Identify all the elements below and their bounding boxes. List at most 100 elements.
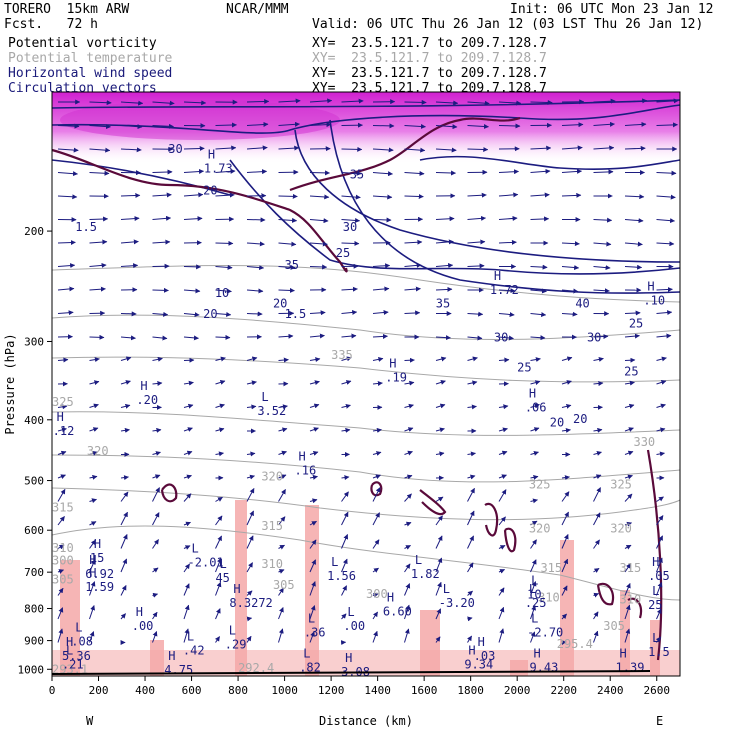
vector-arrow bbox=[183, 545, 191, 550]
extremum-mark: L bbox=[443, 582, 450, 596]
theta-contour bbox=[51, 487, 681, 521]
legend-pv-xy: XY= 23.5.121.7 to 209.7.128.7 bbox=[312, 36, 547, 51]
vector-arrow bbox=[624, 582, 631, 596]
y-tick-label: 400 bbox=[24, 414, 44, 427]
ground-line bbox=[51, 670, 651, 675]
extremum-mark: H bbox=[468, 644, 475, 658]
init-time: Init: 06 UTC Mon 23 Jan 12 bbox=[510, 2, 714, 17]
theta-label: 310 bbox=[261, 557, 283, 571]
vector-arrow bbox=[467, 311, 484, 317]
wind-speed-label: 25 bbox=[336, 246, 350, 260]
extremum-value: -2.01 bbox=[188, 555, 224, 569]
vector-arrow bbox=[498, 215, 518, 221]
vector-arrow bbox=[593, 334, 609, 340]
vector-arrow bbox=[561, 585, 568, 596]
vector-arrow bbox=[435, 379, 446, 385]
vector-arrow bbox=[309, 581, 316, 596]
vector-arrow bbox=[467, 635, 473, 643]
wind-speed-label: 30 bbox=[343, 220, 357, 234]
vector-arrow bbox=[246, 311, 263, 317]
vector-arrow bbox=[341, 333, 357, 339]
vector-arrow bbox=[624, 493, 633, 502]
vector-arrow bbox=[246, 510, 254, 526]
vector-arrow bbox=[435, 356, 447, 362]
vector-arrow bbox=[152, 451, 161, 456]
wind-speed-label: 20 bbox=[273, 297, 287, 311]
vector-arrow bbox=[89, 403, 99, 409]
vector-arrow bbox=[120, 558, 128, 573]
vector-arrow bbox=[89, 605, 95, 620]
vector-arrow bbox=[624, 380, 635, 386]
vector-arrow bbox=[278, 264, 296, 270]
vector-arrow bbox=[498, 606, 505, 620]
vector-arrow bbox=[341, 613, 347, 620]
wind-speed-label: 1.5 bbox=[285, 307, 307, 321]
vector-arrow bbox=[309, 333, 325, 339]
vector-arrow bbox=[372, 310, 389, 316]
vector-arrow bbox=[530, 403, 540, 409]
pv-contour bbox=[484, 502, 499, 537]
wind-speed-label: 20 bbox=[550, 416, 564, 430]
vector-arrow bbox=[152, 611, 158, 620]
vector-arrow bbox=[498, 123, 521, 129]
vector-arrow bbox=[89, 581, 96, 596]
extremum-value: .05 bbox=[648, 569, 670, 583]
vector-arrow bbox=[246, 616, 253, 622]
vector-arrow bbox=[120, 511, 128, 526]
vector-arrow bbox=[498, 100, 522, 106]
vector-arrow bbox=[246, 356, 258, 362]
pv-contour bbox=[160, 483, 178, 503]
vector-arrow bbox=[498, 192, 519, 198]
theta-label: 315 bbox=[261, 519, 283, 533]
theta-label: 315 bbox=[620, 561, 642, 575]
vector-arrow bbox=[404, 193, 424, 199]
vector-arrow bbox=[120, 475, 129, 481]
vector-arrow bbox=[246, 451, 256, 457]
vector-arrow bbox=[152, 512, 160, 526]
vector-arrow bbox=[246, 265, 265, 271]
vector-arrow bbox=[246, 288, 264, 294]
vector-arrow bbox=[341, 356, 352, 362]
x-tick-label: 2600 bbox=[643, 684, 670, 697]
extremum-mark: H bbox=[345, 651, 352, 665]
vector-arrow bbox=[656, 379, 667, 385]
vector-arrow bbox=[624, 427, 634, 432]
vector-arrow bbox=[593, 611, 599, 620]
vector-arrow bbox=[246, 404, 257, 410]
precip-shading bbox=[235, 500, 247, 676]
vector-arrow bbox=[183, 192, 204, 198]
valid-time: Valid: 06 UTC Thu 26 Jan 12 (03 LST Thu … bbox=[312, 17, 704, 32]
extremum-mark: L bbox=[261, 390, 268, 404]
vector-arrow bbox=[215, 145, 237, 151]
precip-shading bbox=[60, 560, 80, 676]
vector-arrow bbox=[467, 562, 474, 573]
x-axis-label: Distance (km) bbox=[319, 714, 413, 728]
wind-speed-label: 30 bbox=[168, 142, 182, 156]
vector-arrow bbox=[183, 216, 203, 222]
pv-contour bbox=[503, 527, 517, 553]
extremum-mark: H bbox=[494, 269, 501, 283]
vector-arrow bbox=[656, 427, 666, 433]
vector-arrow bbox=[183, 145, 205, 151]
vector-arrow bbox=[404, 544, 411, 550]
vector-arrow bbox=[246, 121, 269, 127]
vector-arrow bbox=[341, 380, 352, 385]
vector-arrow bbox=[467, 192, 487, 198]
vector-arrow bbox=[372, 217, 392, 223]
theta-label: 310 bbox=[52, 541, 74, 555]
vector-arrow bbox=[246, 98, 270, 104]
extremum-mark: L bbox=[219, 557, 226, 571]
vector-arrow bbox=[278, 145, 300, 151]
east-label: E bbox=[656, 714, 663, 728]
vector-arrow bbox=[404, 286, 421, 292]
y-tick-label: 800 bbox=[24, 603, 44, 616]
vector-arrow bbox=[561, 122, 584, 128]
extremum-value: 1.39 bbox=[616, 660, 645, 674]
vector-arrow bbox=[278, 607, 284, 620]
vector-arrow bbox=[183, 427, 193, 432]
vector-arrow bbox=[530, 216, 550, 222]
theta-contour bbox=[51, 265, 681, 303]
center-label: NCAR/MMM bbox=[226, 2, 289, 17]
vector-arrow bbox=[278, 333, 294, 339]
vector-arrow bbox=[152, 239, 171, 245]
